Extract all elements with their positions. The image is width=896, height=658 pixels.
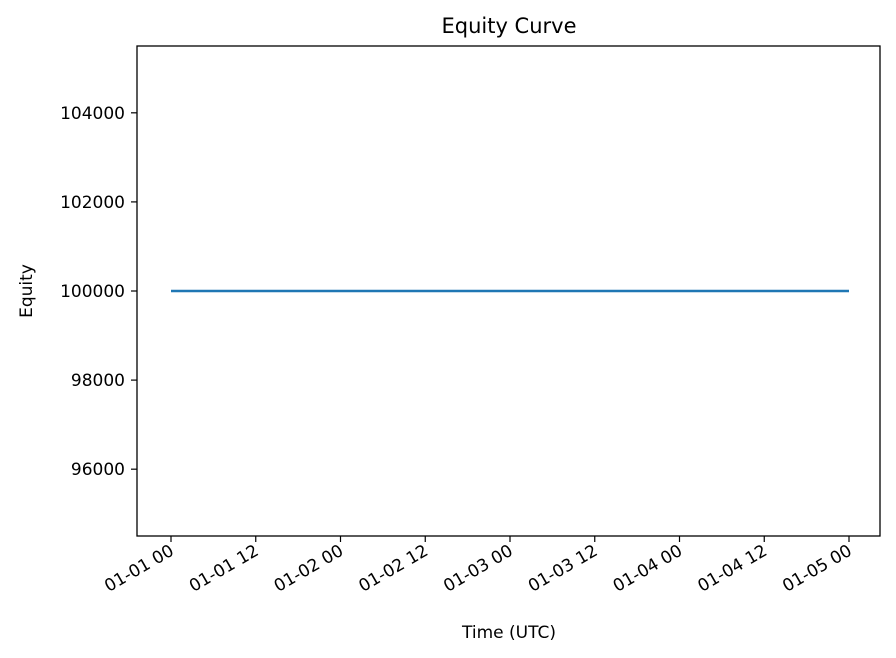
x-tick-label: 01-01 12 — [186, 541, 262, 597]
chart-title: Equity Curve — [441, 14, 576, 38]
y-tick-label: 98000 — [71, 371, 125, 391]
y-tick-label: 102000 — [60, 193, 125, 213]
y-tick-label: 104000 — [60, 104, 125, 124]
x-tick-label: 01-01 00 — [101, 541, 177, 597]
y-axis-label: Equity — [17, 264, 37, 318]
x-tick-label: 01-04 00 — [610, 541, 686, 597]
y-tick-label: 96000 — [71, 460, 125, 480]
x-tick-label: 01-03 00 — [440, 541, 516, 597]
x-tick-label: 01-04 12 — [695, 541, 771, 597]
x-tick-label: 01-03 12 — [525, 541, 601, 597]
x-tick-label: 01-02 00 — [271, 541, 347, 597]
x-tick-label: 01-05 00 — [779, 541, 855, 597]
x-axis-label: Time (UTC) — [461, 623, 556, 643]
y-tick-label: 100000 — [60, 282, 125, 302]
x-tick-label: 01-02 12 — [356, 541, 432, 597]
